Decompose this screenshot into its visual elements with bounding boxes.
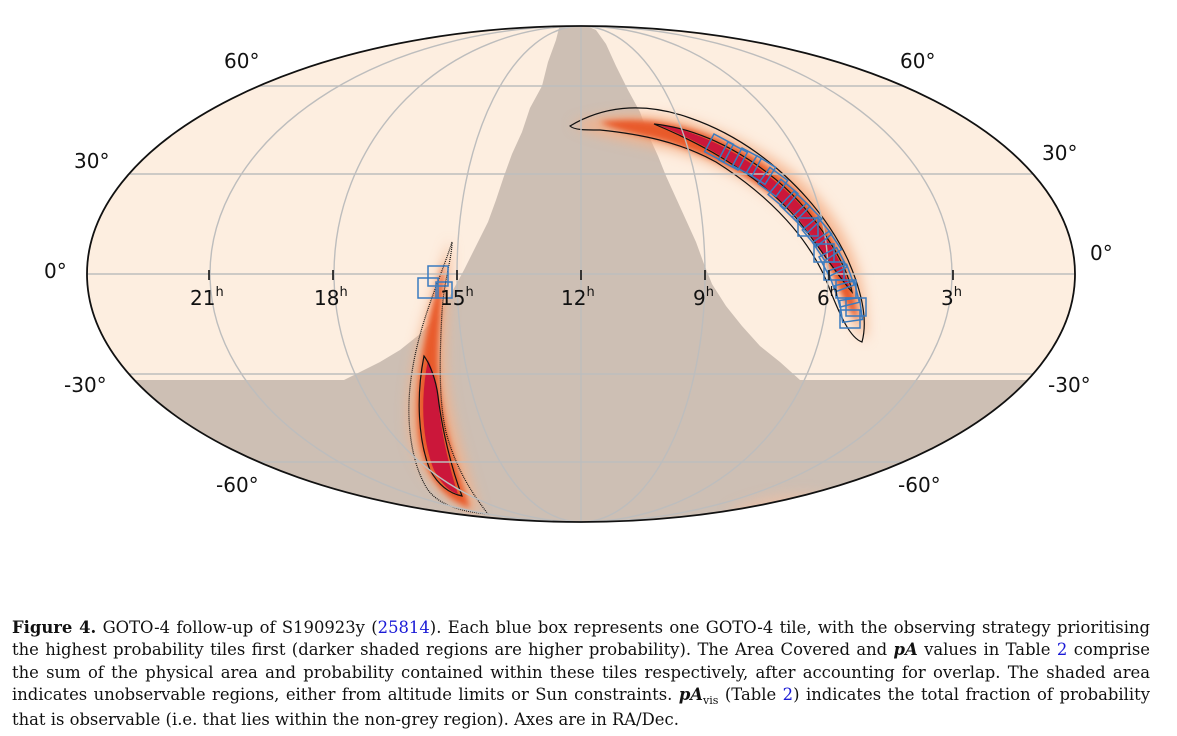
dec-label-right-30: 30° (1042, 141, 1077, 165)
dec-labels-right: 60° 30° 0° -30° -60° (898, 49, 1113, 497)
goto-tile (757, 166, 789, 198)
caption-pa-symbol: pA (893, 640, 918, 660)
dec-label-right-60: 60° (900, 49, 935, 73)
goto-tile (839, 309, 861, 329)
sky-map-border (86, 25, 1076, 523)
dec-label-right-m30: -30° (1048, 373, 1091, 397)
goto-tile (811, 230, 843, 262)
dec-label-right-m60: -60° (898, 473, 941, 497)
caption-text-1: GOTO-4 follow-up of S190923y ( (96, 618, 378, 637)
caption-ref-table[interactable]: 2 (1056, 640, 1068, 660)
figure-caption: Figure 4. GOTO-4 follow-up of S190923y (… (12, 617, 1150, 731)
dec-label-left-60: 60° (224, 49, 259, 73)
goto-tile (838, 296, 864, 324)
ra-ticks (208, 270, 954, 280)
goto-tile (717, 140, 749, 172)
goto-tile (745, 154, 777, 186)
goto-tile (823, 261, 845, 281)
caption-text-2: ). Each blue box represents one GOTO-4 t… (12, 618, 1150, 660)
dec-labels-left: 60° 30° 0° -30° -60° (44, 49, 259, 497)
goto-tile (417, 277, 439, 299)
goto-tiles (417, 132, 867, 329)
ra-label-15h: 15h (440, 285, 474, 310)
probability-peak-south (423, 360, 458, 494)
ra-label-18h: 18h (314, 285, 348, 310)
caption-ref-table-2[interactable]: 2 (782, 685, 794, 705)
caption-text-6: ) indicates the total fraction of probab… (12, 685, 1150, 729)
goto-tile (767, 178, 799, 210)
contour-north-outer (569, 107, 865, 343)
caption-pavis-main: pA (678, 685, 704, 705)
dec-label-right-0: 0° (1090, 241, 1113, 265)
ra-label-12h: 12h (561, 285, 595, 310)
goto-tile (826, 263, 856, 293)
caption-pavis-sub: vis (703, 694, 719, 708)
caption-text-4: comprise the sum of the physical area an… (12, 640, 1151, 705)
goto-tile (791, 202, 823, 234)
unobservable-region (87, 26, 1075, 522)
ra-label-21h: 21h (190, 285, 224, 310)
caption-label: Figure 4. (12, 618, 97, 637)
ra-label-9h: 9h (693, 285, 714, 310)
contour-north-inner (653, 123, 853, 295)
goto-tile (703, 132, 735, 164)
ra-label-3h: 3h (941, 285, 962, 310)
goto-tile (779, 190, 811, 222)
contour-south-inner (418, 354, 463, 497)
dec-label-left-m30: -30° (64, 373, 107, 397)
dec-label-left-m60: -60° (216, 473, 259, 497)
goto-tile (797, 217, 819, 237)
caption-text-5: (Table (718, 685, 783, 705)
dec-label-left-30: 30° (74, 149, 109, 173)
ra-labels: 21h 18h 15h 12h 9h 6h 3h (190, 285, 962, 310)
goto-tile (801, 216, 833, 248)
goto-tile (731, 146, 763, 178)
caption-ref-circular[interactable]: 25814 (377, 618, 430, 637)
caption-pavis-symbol: pAvis (678, 685, 719, 708)
caption-text-3: values in Table (917, 640, 1057, 660)
ra-label-6h: 6h (817, 285, 838, 310)
sky-map-figure: 21h 18h 15h 12h 9h 6h 3h 60° 30° 0° -30°… (44, 25, 1113, 523)
dec-label-left-0: 0° (44, 259, 67, 283)
goto-tile (845, 297, 867, 317)
goto-tile (435, 281, 453, 299)
